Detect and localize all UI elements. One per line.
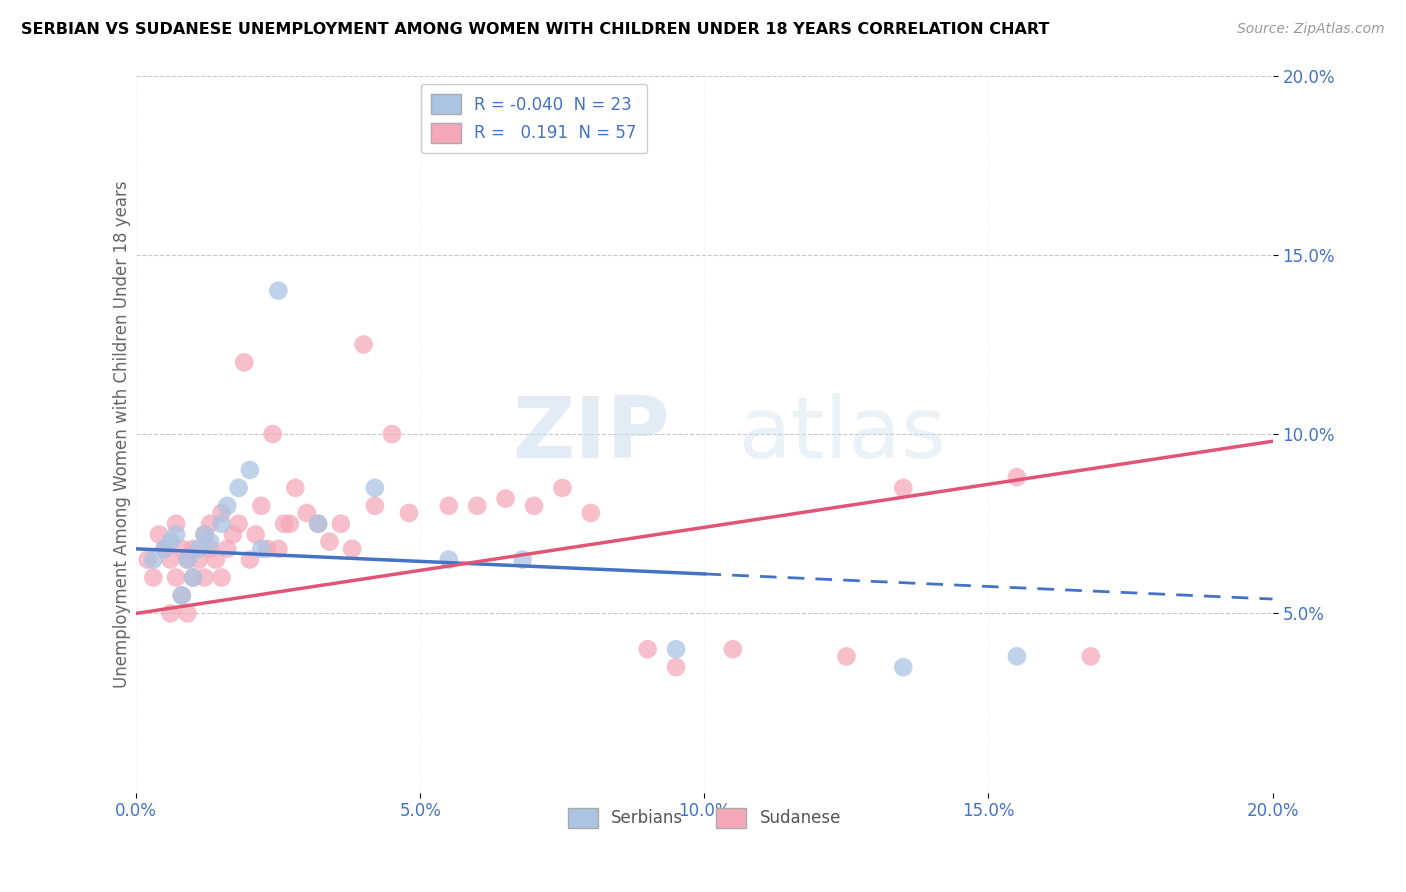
Point: [198, 516, 221, 531]
Point: [181, 570, 204, 584]
Point: [187, 552, 209, 566]
Point: [193, 570, 215, 584]
Point: [495, 491, 517, 506]
Point: [891, 481, 914, 495]
Point: [222, 527, 245, 541]
Point: [835, 649, 858, 664]
Point: [437, 499, 460, 513]
Point: [187, 541, 209, 556]
Point: [665, 642, 688, 657]
Point: [295, 506, 318, 520]
Point: [437, 552, 460, 566]
Point: [307, 516, 329, 531]
Point: [364, 499, 387, 513]
Point: [721, 642, 744, 657]
Point: [239, 552, 262, 566]
Point: [239, 463, 262, 477]
Point: [381, 427, 404, 442]
Point: [142, 552, 165, 566]
Point: [637, 642, 659, 657]
Y-axis label: Unemployment Among Women with Children Under 18 years: Unemployment Among Women with Children U…: [114, 180, 131, 688]
Point: [211, 506, 233, 520]
Point: [250, 499, 273, 513]
Point: [153, 541, 176, 556]
Point: [228, 481, 250, 495]
Text: ZIP: ZIP: [513, 392, 671, 475]
Point: [512, 552, 534, 566]
Point: [198, 534, 221, 549]
Point: [159, 607, 181, 621]
Point: [245, 527, 267, 541]
Point: [262, 427, 284, 442]
Point: [579, 506, 602, 520]
Point: [233, 355, 256, 369]
Point: [364, 481, 387, 495]
Point: [165, 516, 187, 531]
Point: [176, 552, 198, 566]
Point: [170, 589, 193, 603]
Point: [159, 534, 181, 549]
Point: [153, 541, 176, 556]
Point: [318, 534, 340, 549]
Point: [228, 516, 250, 531]
Point: [523, 499, 546, 513]
Text: atlas: atlas: [738, 392, 946, 475]
Point: [465, 499, 488, 513]
Point: [267, 284, 290, 298]
Point: [329, 516, 352, 531]
Point: [284, 481, 307, 495]
Point: [551, 481, 574, 495]
Point: [136, 552, 159, 566]
Point: [142, 570, 165, 584]
Point: [1005, 649, 1028, 664]
Point: [170, 541, 193, 556]
Point: [148, 527, 170, 541]
Point: [159, 552, 181, 566]
Point: [267, 541, 290, 556]
Point: [165, 527, 187, 541]
Point: [193, 527, 215, 541]
Point: [250, 541, 273, 556]
Point: [170, 589, 193, 603]
Point: [193, 527, 215, 541]
Point: [665, 660, 688, 674]
Point: [891, 660, 914, 674]
Point: [217, 499, 239, 513]
Point: [165, 570, 187, 584]
Point: [307, 516, 329, 531]
Point: [340, 541, 363, 556]
Point: [273, 516, 295, 531]
Point: [211, 516, 233, 531]
Point: [181, 570, 204, 584]
Text: Source: ZipAtlas.com: Source: ZipAtlas.com: [1237, 22, 1385, 37]
Point: [398, 506, 420, 520]
Point: [176, 607, 198, 621]
Legend: Serbians, Sudanese: Serbians, Sudanese: [561, 801, 848, 835]
Point: [1080, 649, 1102, 664]
Point: [256, 541, 278, 556]
Point: [211, 570, 233, 584]
Point: [353, 337, 375, 351]
Point: [205, 552, 228, 566]
Point: [278, 516, 301, 531]
Point: [1005, 470, 1028, 484]
Point: [176, 552, 198, 566]
Text: SERBIAN VS SUDANESE UNEMPLOYMENT AMONG WOMEN WITH CHILDREN UNDER 18 YEARS CORREL: SERBIAN VS SUDANESE UNEMPLOYMENT AMONG W…: [21, 22, 1049, 37]
Point: [217, 541, 239, 556]
Point: [181, 541, 204, 556]
Point: [198, 541, 221, 556]
